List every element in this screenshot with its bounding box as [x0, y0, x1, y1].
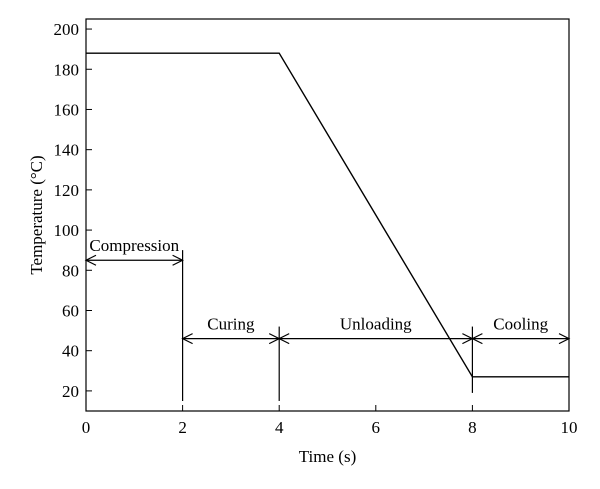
y-tick-label: 100	[54, 221, 80, 240]
y-axis: 20 40 60 80 100 120 140 160 180 200	[54, 20, 92, 401]
x-tick-label: 10	[561, 418, 578, 437]
plot-border	[85, 18, 570, 412]
y-tick-label: 160	[54, 100, 80, 119]
arrowhead-left-icon	[277, 333, 290, 345]
x-tick-label: 0	[82, 418, 91, 437]
series-line-1	[86, 52, 569, 378]
y-tick-label: 120	[54, 181, 80, 200]
y-axis-title: Temperature (°C)	[27, 155, 46, 274]
plot-frame	[85, 18, 570, 412]
x-tick-label: 6	[372, 418, 381, 437]
y-tick-label: 180	[54, 60, 80, 79]
arrowhead-left-icon	[471, 333, 483, 345]
arrowhead-left-icon	[181, 333, 193, 345]
x-axis-title: Time (s)	[299, 447, 356, 466]
arrowhead-right-icon	[558, 333, 571, 345]
x-tick-label: 2	[178, 418, 187, 437]
x-axis: 0 2 4 6 8 10	[82, 405, 578, 437]
x-tick-label: 4	[275, 418, 284, 437]
y-tick-label: 20	[62, 382, 79, 401]
phase-label-unloading: Unloading	[340, 315, 412, 334]
y-tick-label: 60	[62, 301, 79, 320]
arrowhead-right-icon	[172, 254, 184, 266]
y-tick-label: 200	[54, 20, 80, 39]
y-tick-label: 40	[62, 342, 79, 361]
arrowhead-left-icon	[84, 254, 97, 266]
y-tick-label: 140	[54, 141, 80, 160]
phase-label-curing: Curing	[207, 315, 255, 334]
x-tick-label: 8	[468, 418, 477, 437]
phase-annotations: Compression Curing Unloading Cooling	[84, 236, 571, 345]
phase-label-cooling: Cooling	[493, 315, 548, 334]
phase-label-compression: Compression	[89, 236, 179, 255]
series-group	[86, 52, 569, 378]
y-tick-label: 80	[62, 261, 79, 280]
